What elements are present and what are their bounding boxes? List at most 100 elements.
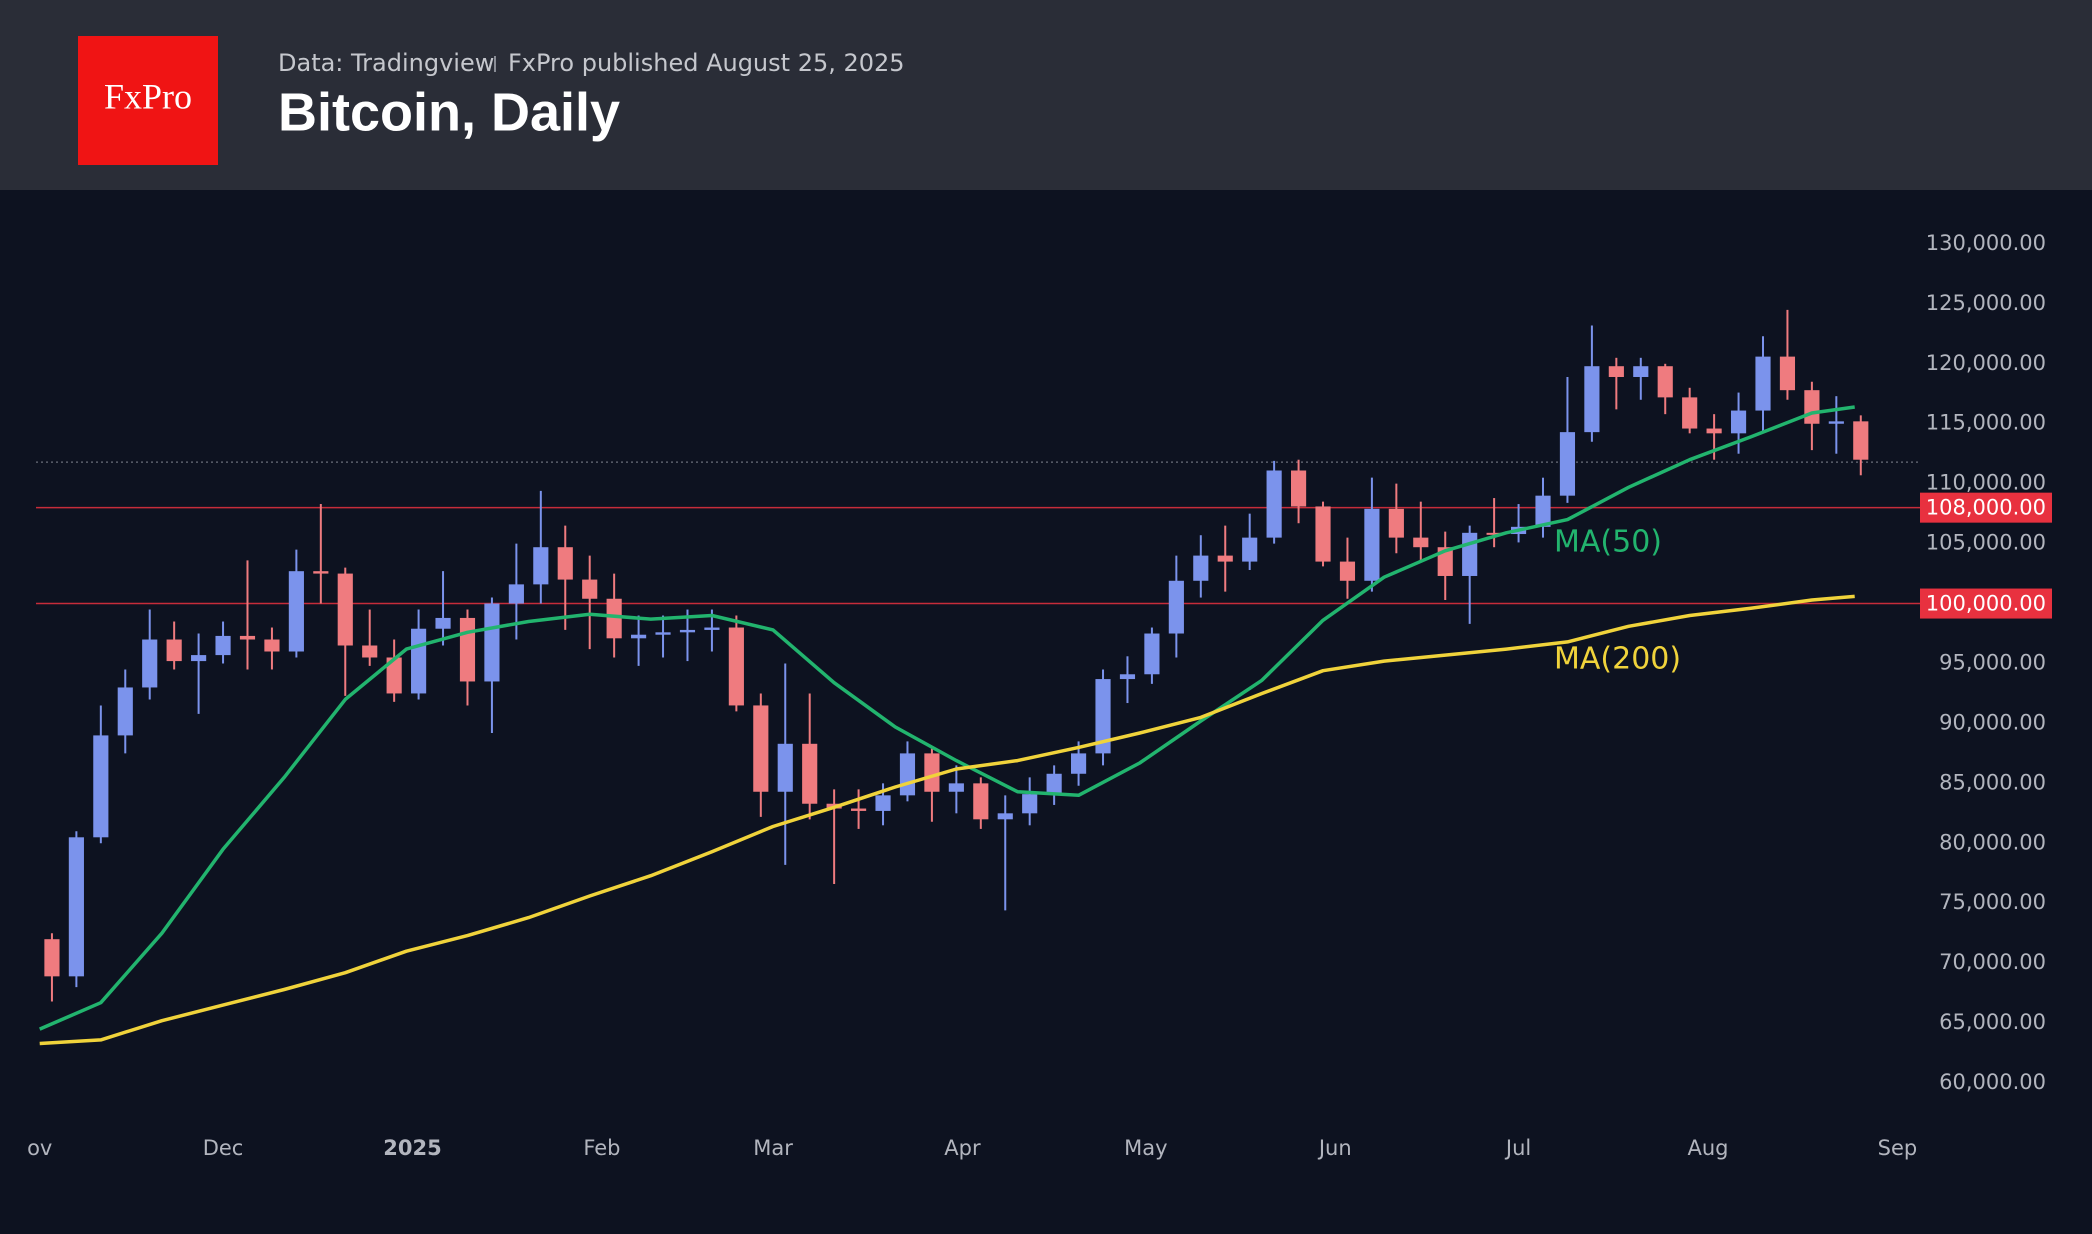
y-tick-label: 85,000.00 (1939, 770, 2046, 794)
candle-body (508, 584, 524, 604)
candle-body (948, 783, 964, 792)
candle-body (459, 617, 476, 682)
y-tick-label: 60,000.00 (1939, 1070, 2046, 1094)
candle-body (1828, 421, 1844, 424)
candle-body (411, 628, 427, 694)
candle-body (924, 753, 940, 792)
ma-label: MA(50) (1554, 525, 1662, 560)
level-label: 108,000.00 (1926, 496, 2046, 520)
candle-body (753, 705, 769, 792)
x-tick-label: Dec (203, 1136, 244, 1160)
candle-body (851, 808, 867, 811)
candle-body (973, 783, 989, 820)
candle-body (1779, 356, 1796, 391)
y-tick-label: 105,000.00 (1926, 531, 2046, 555)
axes: 60,000.00 65,000.00 70,000.00 75,000.00 80,0… (27, 231, 2052, 1160)
candle-body (557, 547, 573, 580)
candle-body (484, 603, 500, 682)
candle-body (1290, 470, 1307, 507)
x-tick-label: May (1124, 1136, 1167, 1160)
candle-body (1462, 532, 1478, 576)
source: Data: Tradingview (278, 49, 494, 77)
candle-body (606, 598, 622, 639)
candle-body (777, 743, 793, 792)
candle-body (166, 639, 182, 662)
candle-body (1657, 366, 1673, 398)
y-tick-label: 65,000.00 (1939, 1010, 2046, 1034)
level-label: 100,000.00 (1926, 592, 2046, 616)
candle-body (1071, 753, 1087, 774)
header: FxPro Data: Tradingview FxPro published … (0, 0, 2092, 190)
candle-body (1559, 432, 1576, 496)
candle-body (679, 629, 696, 633)
candle-body (1022, 794, 1038, 814)
candle-body (1584, 366, 1600, 433)
level-tag (1920, 588, 2052, 619)
candle-body (362, 645, 378, 658)
candle-body (1853, 421, 1869, 460)
candle-body (631, 634, 647, 639)
x-tick-label: Sep (1878, 1136, 1918, 1160)
candle-body (1364, 508, 1380, 581)
candle-body (337, 573, 353, 646)
ma-line (39, 594, 1855, 1046)
candle-body (1144, 633, 1160, 675)
candle-body (1266, 470, 1282, 538)
candle-body (582, 579, 598, 599)
candle-body (1119, 674, 1136, 680)
candle-body (1437, 547, 1453, 576)
candle-body (313, 571, 329, 574)
header-bar (0, 0, 2092, 190)
y-tick-label: 75,000.00 (1939, 890, 2046, 914)
candle-body (191, 655, 207, 662)
candle-body (1535, 495, 1551, 527)
candle-body (117, 687, 133, 736)
x-tick-label: ov (27, 1136, 52, 1160)
candle-body (875, 795, 891, 811)
candle-body (1486, 532, 1502, 535)
candle-body (655, 632, 671, 635)
logo: FxPro (104, 76, 192, 116)
candle-body (1217, 555, 1233, 562)
x-tick-label: Aug (1687, 1136, 1728, 1160)
y-tick-label: 95,000.00 (1939, 650, 2046, 674)
x-tick-label: 2025 (383, 1136, 441, 1160)
y-tick-label: 70,000.00 (1939, 950, 2046, 974)
candle-body (288, 571, 304, 652)
candle-body (1682, 397, 1698, 429)
candle-body (728, 627, 744, 706)
ma-line (39, 405, 1855, 1031)
chart-title: Bitcoin, Daily (278, 82, 620, 142)
candle-body (239, 635, 256, 640)
x-tick-label: Jul (1504, 1136, 1531, 1160)
y-tick-label: 90,000.00 (1939, 710, 2046, 734)
x-tick-label: Jun (1317, 1136, 1352, 1160)
y-tick-label: 125,000.00 (1926, 291, 2046, 315)
candle-body (1339, 561, 1356, 581)
candle-body (142, 639, 158, 688)
candle-body (1730, 410, 1747, 434)
candle-body (1706, 428, 1722, 434)
published: FxPro published August 25, 2025 (508, 49, 905, 77)
candle-body (68, 837, 84, 977)
y-tick-label: 110,000.00 (1926, 471, 2046, 495)
plot-area (36, 309, 1930, 1046)
candle-body (533, 547, 549, 585)
candle-body (899, 753, 916, 796)
candle-body (1168, 580, 1184, 634)
candle-body (997, 813, 1013, 820)
candle-body (264, 639, 280, 652)
y-tick-label: 120,000.00 (1926, 351, 2046, 375)
y-tick-label: 80,000.00 (1939, 830, 2046, 854)
x-tick-label: Feb (583, 1136, 620, 1160)
candle-body (1193, 555, 1209, 581)
logo-box (78, 36, 218, 165)
candle-body (215, 635, 231, 656)
level-tag (1920, 492, 2052, 523)
candle-body (44, 939, 60, 977)
x-tick-label: Apr (944, 1136, 981, 1160)
candle-body (1095, 679, 1111, 754)
candle-body (93, 735, 109, 838)
